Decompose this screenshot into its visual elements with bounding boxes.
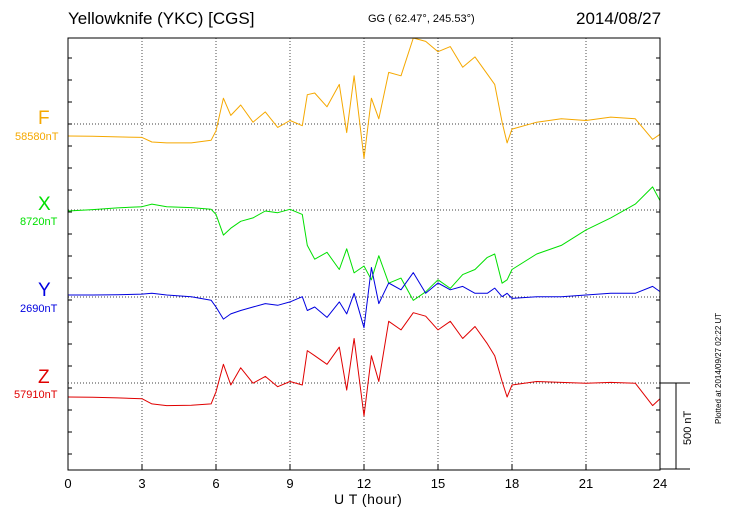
- plotted-timestamp: Plotted at 2014/09/27 02:22 UT: [714, 312, 723, 424]
- x-tick-label: 0: [64, 476, 71, 491]
- grid-lines: [68, 38, 660, 470]
- trace-f: [67, 37, 661, 159]
- x-tick-label: 15: [431, 476, 445, 491]
- station-coordinates: GG ( 62.47°, 245.53°): [368, 13, 475, 25]
- baseline-label-y: 2690nT: [20, 303, 58, 315]
- x-tick-label: 9: [286, 476, 293, 491]
- baseline-label-z: 57910nT: [14, 389, 58, 401]
- baseline-label-f: 58580nT: [15, 131, 59, 143]
- x-ticks: 0 3 6 9 12 15 18 21 24: [64, 464, 667, 491]
- traces: [67, 37, 661, 417]
- trace-y: [68, 267, 661, 329]
- scale-bar: [660, 382, 690, 470]
- x-tick-label: 12: [357, 476, 371, 491]
- x-tick-label: 18: [505, 476, 519, 491]
- trace-z: [67, 312, 661, 417]
- chart-date: 2014/08/27: [576, 9, 662, 28]
- component-label-y: Y: [38, 280, 51, 301]
- component-label-x: X: [38, 194, 51, 215]
- x-axis-label: U T (hour): [334, 491, 403, 507]
- x-tick-label: 3: [138, 476, 145, 491]
- x-tick-label: 21: [579, 476, 593, 491]
- component-label-z: Z: [38, 367, 50, 388]
- baseline-label-x: 8720nT: [20, 216, 58, 228]
- x-tick-label: 24: [653, 476, 667, 491]
- scale-bar-label: 500 nT: [682, 410, 694, 445]
- component-label-f: F: [38, 108, 50, 129]
- chart-title: Yellowknife (YKC) [CGS]: [68, 9, 255, 28]
- trace-x: [67, 186, 661, 301]
- x-tick-label: 6: [212, 476, 219, 491]
